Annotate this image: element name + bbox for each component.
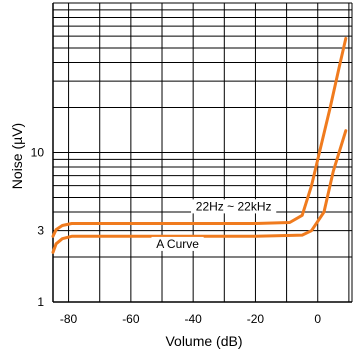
series-line-1	[51, 36, 348, 238]
annotations: 22Hz ~ 22kHz A Curve	[151, 199, 277, 251]
x-tick-label: -60	[122, 312, 140, 326]
x-tick-label: -40	[184, 312, 202, 326]
grid	[52, 2, 353, 303]
y-axis-label: Noise (µV)	[9, 123, 25, 189]
annotation-label-2: A Curve	[156, 237, 199, 251]
series-lines	[51, 36, 348, 254]
annotation-backing	[151, 236, 204, 251]
tick-labels: -80 -60 -40 -20 0 1 3 10	[31, 146, 322, 327]
y-tick-label: 1	[37, 295, 44, 309]
annotation-label-1: 22Hz ~ 22kHz	[196, 199, 272, 213]
x-tick-label: -20	[247, 312, 265, 326]
annotation-backing	[191, 199, 277, 214]
y-tick-label: 3	[37, 224, 44, 238]
x-axis-label: Volume (dB)	[165, 333, 242, 349]
series-line-2	[51, 129, 348, 254]
y-tick-label: 10	[31, 146, 45, 160]
x-tick-label: -80	[60, 312, 78, 326]
x-tick-label: 0	[314, 312, 321, 326]
